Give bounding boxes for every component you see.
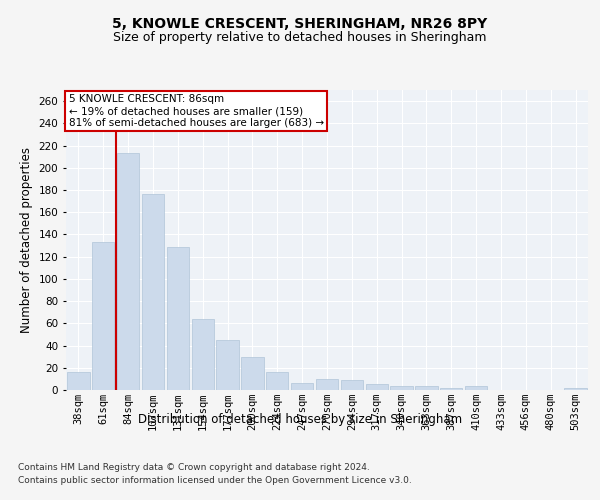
Bar — [92, 242, 115, 390]
Text: Contains HM Land Registry data © Crown copyright and database right 2024.: Contains HM Land Registry data © Crown c… — [18, 464, 370, 472]
Y-axis label: Number of detached properties: Number of detached properties — [20, 147, 33, 333]
Bar — [167, 246, 189, 390]
Bar — [415, 386, 437, 390]
Bar — [316, 379, 338, 390]
Bar — [391, 386, 413, 390]
Bar — [217, 340, 239, 390]
Bar — [565, 388, 587, 390]
Bar — [365, 384, 388, 390]
Bar — [117, 154, 139, 390]
Bar — [142, 194, 164, 390]
Text: 5 KNOWLE CRESCENT: 86sqm
← 19% of detached houses are smaller (159)
81% of semi-: 5 KNOWLE CRESCENT: 86sqm ← 19% of detach… — [68, 94, 324, 128]
Bar — [465, 386, 487, 390]
Bar — [341, 380, 363, 390]
Text: 5, KNOWLE CRESCENT, SHERINGHAM, NR26 8PY: 5, KNOWLE CRESCENT, SHERINGHAM, NR26 8PY — [112, 18, 488, 32]
Text: Contains public sector information licensed under the Open Government Licence v3: Contains public sector information licen… — [18, 476, 412, 485]
Text: Distribution of detached houses by size in Sheringham: Distribution of detached houses by size … — [138, 412, 462, 426]
Bar — [191, 319, 214, 390]
Bar — [266, 372, 289, 390]
Bar — [67, 372, 89, 390]
Bar — [291, 384, 313, 390]
Bar — [440, 388, 463, 390]
Text: Size of property relative to detached houses in Sheringham: Size of property relative to detached ho… — [113, 31, 487, 44]
Bar — [241, 356, 263, 390]
